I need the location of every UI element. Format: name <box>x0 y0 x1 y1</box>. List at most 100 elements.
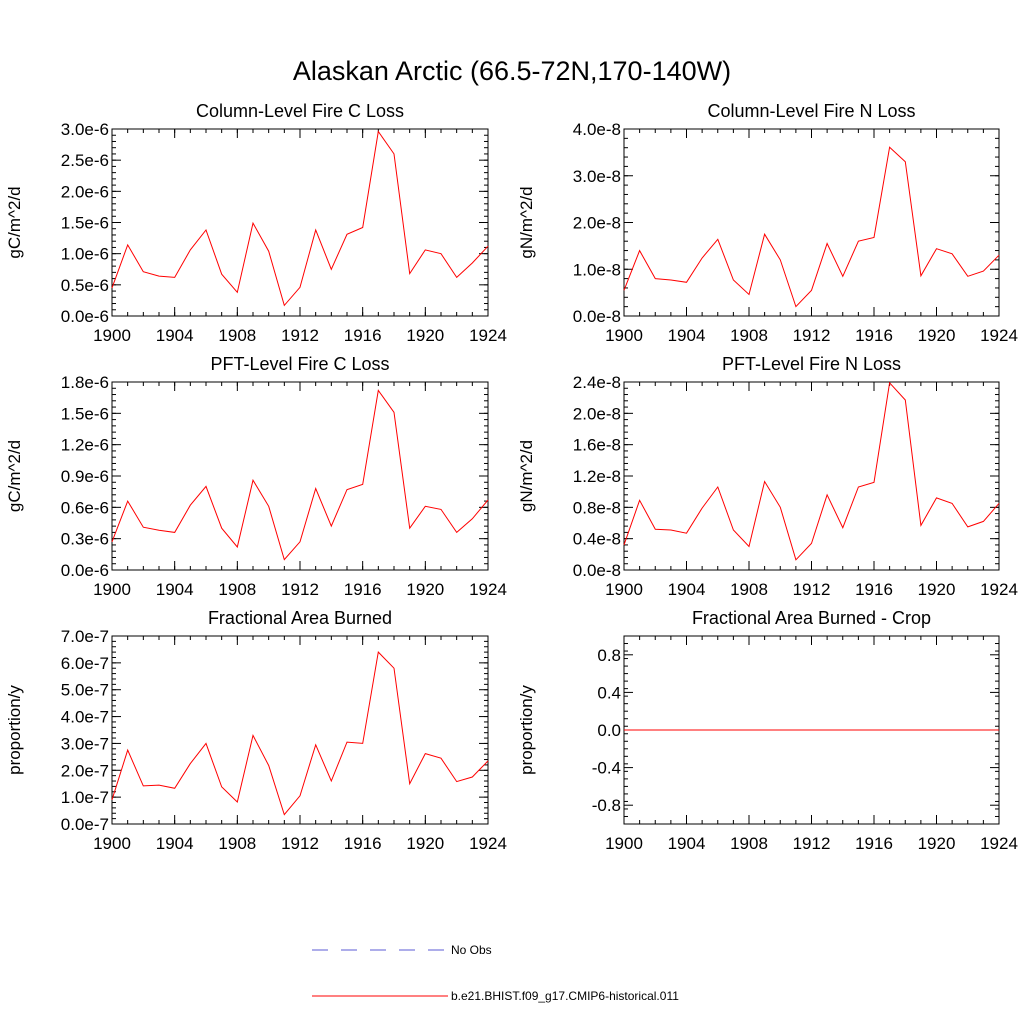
y-tick-label: 2.0e-6 <box>61 182 109 201</box>
chart-panel-1: Column-Level Fire C Loss 1900 1904 1908 1912… <box>5 101 507 345</box>
y-tick-label: 1.2e-6 <box>61 436 109 455</box>
x-tick-label: 1920 <box>406 580 444 599</box>
panel-title: Column-Level Fire C Loss <box>196 101 404 121</box>
y-tick-label: 0.0 <box>597 721 621 740</box>
x-tick-label: 1912 <box>793 834 831 853</box>
x-tick-label: 1920 <box>918 834 956 853</box>
y-axis-label: proportion/y <box>517 685 536 775</box>
x-tick-label: 1916 <box>344 834 382 853</box>
series-line <box>623 381 1000 561</box>
y-tick-label: 0.0e-6 <box>61 307 109 326</box>
x-tick-label: 1900 <box>605 580 643 599</box>
y-tick-label: 2.5e-6 <box>61 151 109 170</box>
x-tick-label: 1920 <box>918 580 956 599</box>
y-tick-label: 1.2e-8 <box>573 467 621 486</box>
chart-panel-2: Column-Level Fire N Loss 1900 1904 1908 1912… <box>517 101 1018 345</box>
y-tick-label: 3.0e-7 <box>61 734 109 753</box>
x-tick-label: 1908 <box>218 834 256 853</box>
y-tick-label: 0.3e-6 <box>61 530 109 549</box>
y-tick-label: 0.6e-6 <box>61 498 109 517</box>
y-tick-label: 0.5e-6 <box>61 276 109 295</box>
y-tick-label: 2.0e-7 <box>61 761 109 780</box>
y-tick-label: 0.0e-8 <box>573 561 621 580</box>
x-tick-label: 1924 <box>469 834 507 853</box>
plot-frame <box>623 128 1000 317</box>
x-tick-label: 1916 <box>855 326 893 345</box>
panel-title: Fractional Area Burned <box>208 608 392 628</box>
y-tick-label: 0.8e-8 <box>573 498 621 517</box>
panel-title: PFT-Level Fire N Loss <box>722 354 901 374</box>
x-tick-label: 1916 <box>344 580 382 599</box>
y-axis-label: gN/m^2/d <box>517 186 536 258</box>
y-tick-label: -0.8 <box>592 796 621 815</box>
x-tick-label: 1900 <box>93 834 131 853</box>
panel-title: PFT-Level Fire C Loss <box>210 354 389 374</box>
y-tick-label: 3.0e-6 <box>61 120 109 139</box>
chart-panel-3: PFT-Level Fire C Loss 1900 1904 1908 1912 191… <box>5 354 507 599</box>
x-tick-label: 1904 <box>668 326 706 345</box>
x-tick-label: 1904 <box>156 326 194 345</box>
x-tick-label: 1924 <box>469 580 507 599</box>
chart-panel-4: PFT-Level Fire N Loss 1900 1904 1908 1912 191… <box>517 354 1018 599</box>
y-tick-label: 0.0e-6 <box>61 561 109 580</box>
y-tick-label: 0.9e-6 <box>61 467 109 486</box>
x-tick-label: 1924 <box>980 834 1018 853</box>
x-tick-label: 1920 <box>406 326 444 345</box>
x-tick-label: 1908 <box>730 834 768 853</box>
y-tick-label: 6.0e-7 <box>61 654 109 673</box>
chart-panel-6: Fractional Area Burned - Crop 1900 1904 190… <box>517 608 1018 853</box>
y-tick-label: 1.6e-8 <box>573 436 621 455</box>
series-line <box>623 146 1000 308</box>
y-tick-label: 0.4e-8 <box>573 530 621 549</box>
x-tick-label: 1900 <box>605 326 643 345</box>
x-tick-label: 1908 <box>218 580 256 599</box>
series-line <box>111 130 489 307</box>
y-tick-label: 0.0e-8 <box>573 307 621 326</box>
y-tick-label: 0.4 <box>597 683 621 702</box>
y-tick-label: 1.8e-6 <box>61 373 109 392</box>
x-tick-label: 1916 <box>855 834 893 853</box>
y-tick-label: 1.5e-6 <box>61 404 109 423</box>
x-tick-label: 1920 <box>918 326 956 345</box>
x-tick-label: 1904 <box>668 580 706 599</box>
x-tick-label: 1924 <box>980 326 1018 345</box>
y-tick-label: -0.4 <box>592 759 621 778</box>
y-axis-label: gN/m^2/d <box>517 440 536 512</box>
y-axis-label: gC/m^2/d <box>5 186 24 258</box>
y-tick-label: 0.8 <box>597 646 621 665</box>
x-tick-label: 1908 <box>218 326 256 345</box>
x-tick-label: 1908 <box>730 326 768 345</box>
y-tick-label: 5.0e-7 <box>61 681 109 700</box>
x-tick-label: 1900 <box>93 580 131 599</box>
panel-title: Fractional Area Burned - Crop <box>692 608 931 628</box>
x-tick-label: 1920 <box>406 834 444 853</box>
chart-panels: Column-Level Fire C Loss 1900 1904 1908 1912… <box>5 101 1018 853</box>
x-tick-label: 1904 <box>668 834 706 853</box>
x-tick-label: 1912 <box>281 580 319 599</box>
y-tick-label: 1.0e-7 <box>61 788 109 807</box>
x-tick-label: 1912 <box>793 326 831 345</box>
y-tick-label: 4.0e-8 <box>573 120 621 139</box>
y-tick-label: 0.0e-7 <box>61 815 109 834</box>
x-tick-label: 1924 <box>980 580 1018 599</box>
legend-label-no-obs: No Obs <box>451 943 492 957</box>
series-line <box>111 651 489 816</box>
x-tick-label: 1924 <box>469 326 507 345</box>
x-tick-label: 1912 <box>281 834 319 853</box>
figure-title: Alaskan Arctic (66.5-72N,170-140W) <box>293 56 731 86</box>
y-tick-label: 3.0e-8 <box>573 167 621 186</box>
chart-panel-5: Fractional Area Burned 1900 1904 1908 1912 19… <box>5 608 507 853</box>
x-tick-label: 1900 <box>93 326 131 345</box>
x-tick-label: 1904 <box>156 834 194 853</box>
x-tick-label: 1908 <box>730 580 768 599</box>
y-axis-label: proportion/y <box>5 685 24 775</box>
y-tick-label: 1.0e-6 <box>61 245 109 264</box>
y-tick-label: 1.5e-6 <box>61 214 109 233</box>
x-tick-label: 1912 <box>793 580 831 599</box>
y-axis-label: gC/m^2/d <box>5 440 24 512</box>
x-tick-label: 1904 <box>156 580 194 599</box>
y-tick-label: 7.0e-7 <box>61 627 109 646</box>
y-tick-label: 2.4e-8 <box>573 373 621 392</box>
series-line <box>111 389 489 561</box>
